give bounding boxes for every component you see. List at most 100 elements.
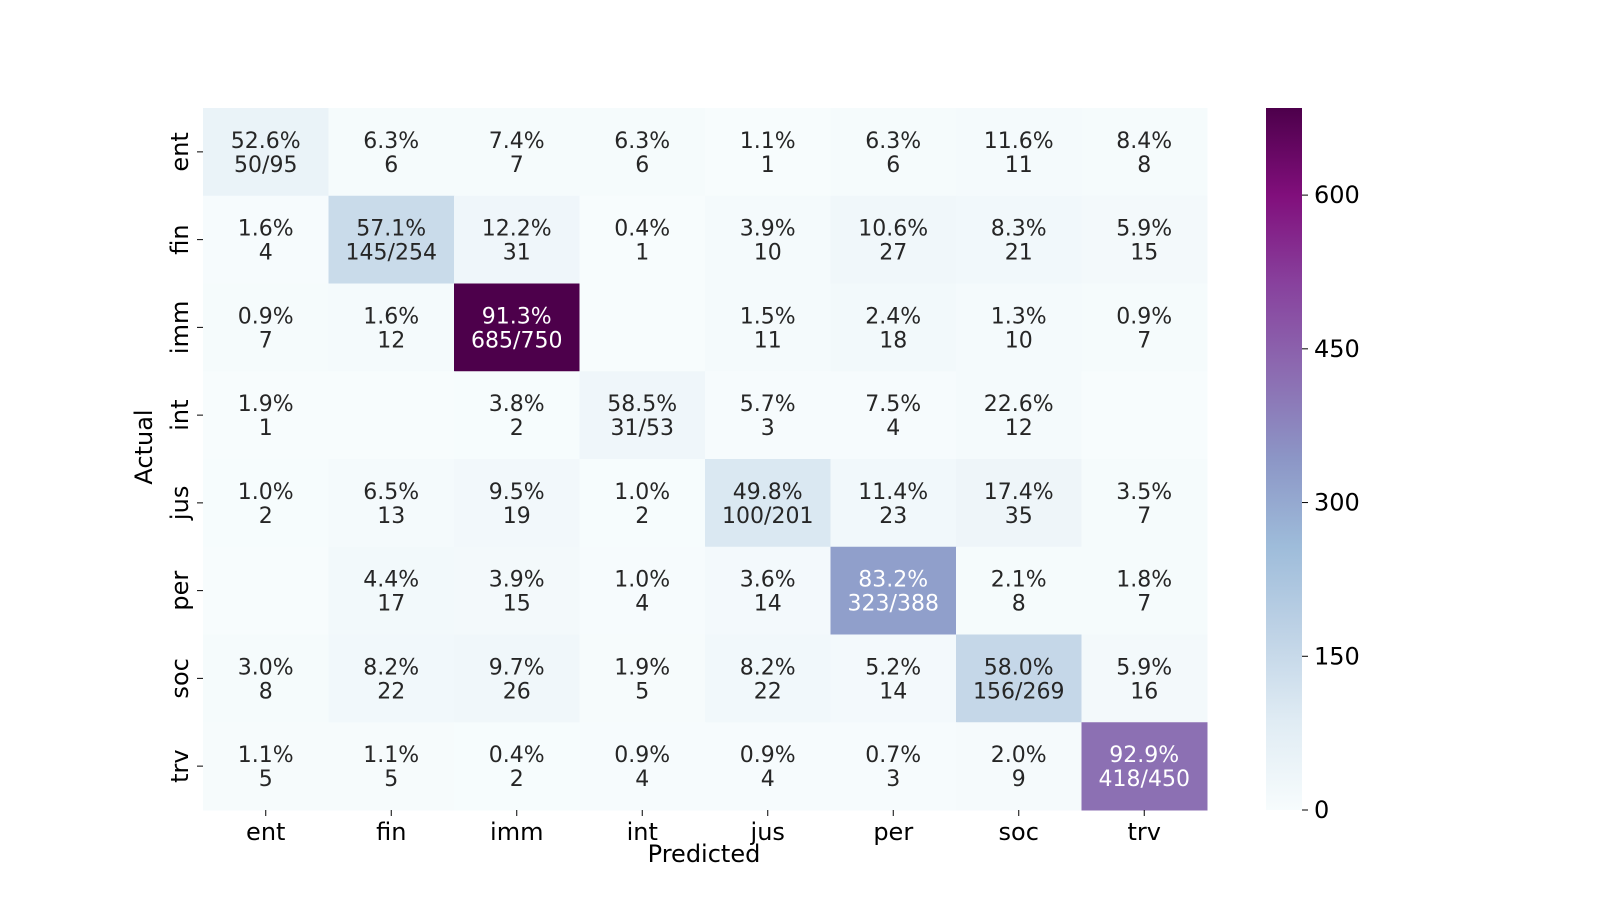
cell-percent-label: 17.4% — [984, 480, 1054, 505]
heatmap-cell — [705, 371, 831, 460]
cell-percent-label: 1.6% — [238, 217, 294, 242]
heatmap-cell — [203, 722, 329, 811]
heatmap-cell — [1081, 634, 1208, 723]
heatmap-cell — [579, 722, 706, 811]
heatmap-cell — [956, 546, 1082, 635]
cell-percent-label: 8.2% — [363, 655, 419, 680]
heatmap-cell — [705, 195, 831, 284]
heatmap-cell — [579, 459, 706, 548]
heatmap-cell — [328, 371, 455, 460]
x-axis-ticks: ent fin imm int jus per soc trv — [246, 810, 1161, 846]
y-tick-label: ent — [166, 132, 194, 171]
heatmap-cell — [956, 108, 1082, 197]
heatmap-cell — [705, 546, 831, 635]
heatmap-cell — [830, 546, 957, 635]
cell-count-label: 17 — [377, 592, 405, 617]
heatmap-cell — [956, 722, 1082, 811]
cell-percent-label: 91.3% — [482, 304, 552, 329]
cell-count-label: 12 — [1005, 416, 1033, 441]
colorbar-tick-label: 600 — [1314, 181, 1360, 209]
heatmap-cell — [1081, 195, 1208, 284]
cell-count-label: 31 — [503, 241, 531, 266]
heatmap-cell — [328, 634, 455, 723]
cell-percent-label: 0.9% — [740, 743, 796, 768]
cell-percent-label: 57.1% — [356, 217, 426, 242]
cell-count-label: 3 — [886, 767, 900, 792]
cell-percent-label: 1.1% — [363, 743, 419, 768]
cell-percent-label: 7.4% — [489, 129, 545, 154]
cell-count-label: 4 — [259, 241, 273, 266]
cell-percent-label: 0.9% — [614, 743, 670, 768]
heatmap-cell — [328, 283, 455, 372]
heatmap-cell — [1081, 108, 1208, 197]
cell-percent-label: 6.3% — [614, 129, 670, 154]
cell-percent-label: 5.7% — [740, 392, 796, 417]
x-tick-label: ent — [246, 818, 285, 846]
heatmap-cells — [203, 108, 1208, 811]
y-tick-label: jus — [166, 486, 194, 521]
x-tick-label: int — [627, 818, 658, 846]
cell-count-label: 8 — [259, 679, 273, 704]
cell-count-label: 13 — [377, 504, 405, 529]
cell-count-label: 22 — [377, 679, 405, 704]
cell-count-label: 19 — [503, 504, 531, 529]
cell-count-label: 6 — [886, 153, 900, 178]
heatmap-cell — [579, 634, 706, 723]
heatmap-cell — [203, 195, 329, 284]
y-tick-label: imm — [166, 301, 194, 354]
cell-count-label: 4 — [761, 767, 775, 792]
cell-count-label: 15 — [1130, 241, 1158, 266]
colorbar-tick-label: 150 — [1314, 642, 1360, 670]
cell-count-label: 2 — [510, 416, 524, 441]
cell-count-label: 7 — [510, 153, 524, 178]
y-tick-label: fin — [166, 224, 194, 254]
cell-percent-label: 1.0% — [238, 480, 294, 505]
cell-count-label: 14 — [754, 592, 782, 617]
heatmap-cell — [830, 283, 957, 372]
cell-count-label: 16 — [1130, 679, 1158, 704]
cell-percent-label: 8.3% — [991, 217, 1047, 242]
cell-count-label: 1 — [761, 153, 775, 178]
cell-count-label: 2 — [259, 504, 273, 529]
cell-percent-label: 8.4% — [1116, 129, 1172, 154]
cell-percent-label: 3.5% — [1116, 480, 1172, 505]
cell-count-label: 7 — [1137, 504, 1151, 529]
cell-count-label: 5 — [635, 679, 649, 704]
cell-count-label: 8 — [1012, 592, 1026, 617]
cell-percent-label: 10.6% — [858, 217, 928, 242]
cell-percent-label: 52.6% — [231, 129, 301, 154]
cell-count-label: 35 — [1005, 504, 1033, 529]
cell-count-label: 10 — [754, 241, 782, 266]
heatmap-cell — [705, 459, 831, 548]
cell-percent-label: 3.8% — [489, 392, 545, 417]
cell-count-label: 31/53 — [611, 416, 674, 441]
cell-count-label: 145/254 — [346, 241, 437, 266]
x-tick-label: fin — [376, 818, 406, 846]
colorbar-tick-label: 0 — [1314, 796, 1329, 824]
heatmap-cell — [328, 546, 455, 635]
cell-count-label: 10 — [1005, 328, 1033, 353]
cell-percent-label: 2.0% — [991, 743, 1047, 768]
cell-count-label: 7 — [1137, 592, 1151, 617]
cell-percent-label: 0.9% — [1116, 304, 1172, 329]
cell-percent-label: 1.0% — [614, 480, 670, 505]
cell-percent-label: 0.7% — [865, 743, 921, 768]
cell-percent-label: 2.1% — [991, 568, 1047, 593]
cell-percent-label: 1.9% — [614, 655, 670, 680]
cell-percent-label: 58.0% — [984, 655, 1054, 680]
heatmap-cell — [203, 108, 329, 197]
cell-count-label: 100/201 — [722, 504, 813, 529]
cell-percent-label: 1.6% — [363, 304, 419, 329]
cell-count-label: 15 — [503, 592, 531, 617]
cell-count-label: 685/750 — [471, 328, 562, 353]
heatmap-cell — [1081, 371, 1208, 460]
cell-percent-label: 58.5% — [607, 392, 677, 417]
y-axis-title: Actual — [130, 409, 158, 484]
cell-percent-label: 3.9% — [489, 568, 545, 593]
cell-count-label: 2 — [510, 767, 524, 792]
y-tick-label: soc — [166, 658, 194, 698]
cell-count-label: 6 — [384, 153, 398, 178]
cell-percent-label: 92.9% — [1109, 743, 1179, 768]
cell-count-label: 21 — [1005, 241, 1033, 266]
cell-count-label: 22 — [754, 679, 782, 704]
